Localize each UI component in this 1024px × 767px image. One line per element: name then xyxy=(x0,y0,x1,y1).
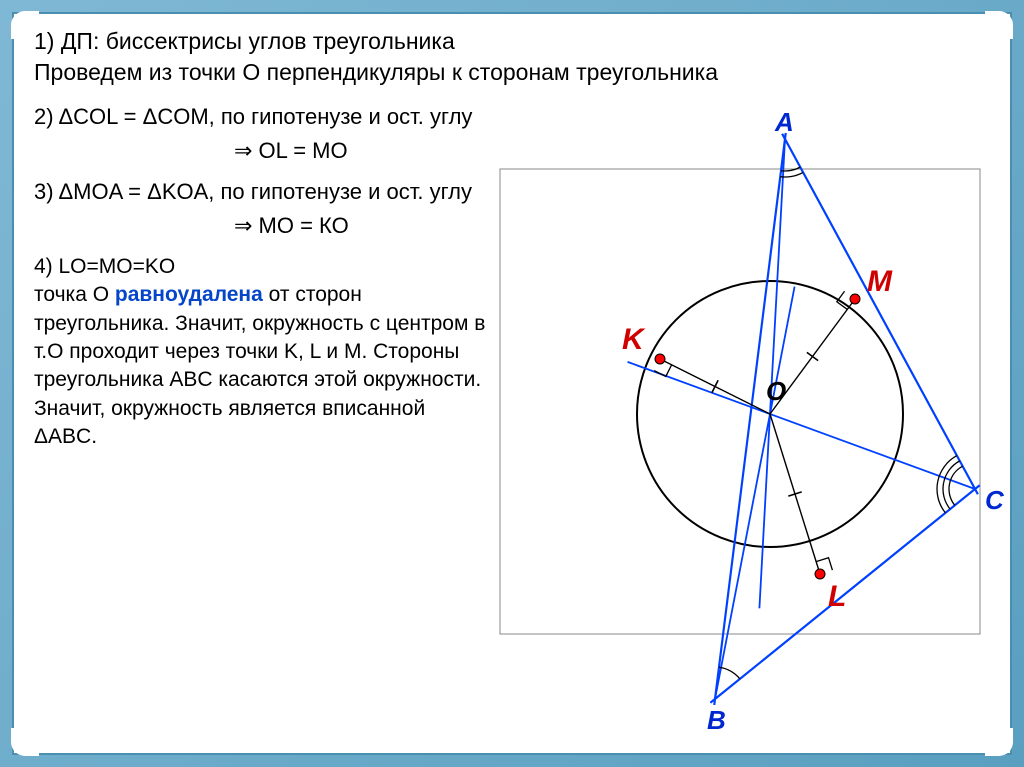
highlight-word: равноудалена xyxy=(115,283,263,306)
label-L: L xyxy=(828,580,846,614)
corner-decoration xyxy=(985,11,1013,39)
step-3-text: 3) ΔMOA = ΔKOA, по гипотенузе и ост. угл… xyxy=(34,177,654,207)
label-O: O xyxy=(766,376,786,407)
step-4-text: 4) LO=MO=KO точка О равноудалена от стор… xyxy=(34,253,494,451)
label-K: K xyxy=(622,323,644,357)
step1-line2: Проведем из точки О перпендикуляры к сто… xyxy=(34,59,718,85)
step-3-result: ⇒ MO = КО xyxy=(34,211,654,241)
step-2-text: 2) ΔCOL = ΔCOM, по гипотенузе и ост. угл… xyxy=(34,102,654,132)
step4-line1: 4) LO=MO=KO xyxy=(34,255,175,278)
label-M: M xyxy=(867,265,892,299)
step-2-result: ⇒ OL = MO xyxy=(34,136,654,166)
step4-line3: ΔABC. xyxy=(34,425,97,448)
step2: 2) ΔCOL = ΔCOM, по гипотенузе и ост. угл… xyxy=(34,104,472,129)
step3: 3) ΔMOA = ΔKOA, по гипотенузе и ост. угл… xyxy=(34,179,472,204)
label-B: B xyxy=(707,705,726,736)
step-1-text: 1) ДП: биссектрисы углов треугольника Пр… xyxy=(34,26,934,88)
corner-decoration xyxy=(11,11,39,39)
label-A: A xyxy=(775,107,794,138)
slide-frame: 1) ДП: биссектрисы углов треугольника Пр… xyxy=(12,12,1012,755)
label-C: C xyxy=(985,485,1004,516)
step4-line2a: точка О xyxy=(34,283,115,306)
step1-line1: 1) ДП: биссектрисы углов треугольника xyxy=(34,28,455,54)
corner-decoration xyxy=(11,728,39,756)
corner-decoration xyxy=(985,728,1013,756)
